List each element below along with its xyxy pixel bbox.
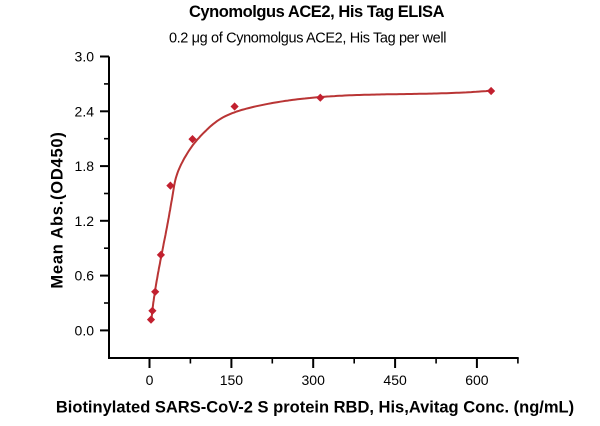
svg-text:0: 0 bbox=[146, 372, 154, 388]
svg-text:Mean Abs.(OD450): Mean Abs.(OD450) bbox=[49, 131, 67, 288]
svg-text:0.0: 0.0 bbox=[75, 322, 95, 338]
svg-text:450: 450 bbox=[383, 372, 407, 388]
svg-text:Biotinylated SARS-CoV-2 S prot: Biotinylated SARS-CoV-2 S protein RBD, H… bbox=[56, 398, 574, 416]
svg-text:0.6: 0.6 bbox=[75, 268, 95, 284]
svg-text:150: 150 bbox=[220, 372, 244, 388]
svg-text:600: 600 bbox=[465, 372, 489, 388]
svg-text:Cynomolgus ACE2, His Tag ELISA: Cynomolgus ACE2, His Tag ELISA bbox=[189, 3, 445, 21]
svg-text:1.8: 1.8 bbox=[75, 158, 95, 174]
svg-text:300: 300 bbox=[302, 372, 326, 388]
svg-text:3.0: 3.0 bbox=[75, 49, 95, 65]
svg-text:0.2 μg of Cynomolgus ACE2, His: 0.2 μg of Cynomolgus ACE2, His Tag per w… bbox=[169, 31, 446, 47]
svg-text:2.4: 2.4 bbox=[75, 103, 95, 119]
svg-text:1.2: 1.2 bbox=[75, 213, 95, 229]
